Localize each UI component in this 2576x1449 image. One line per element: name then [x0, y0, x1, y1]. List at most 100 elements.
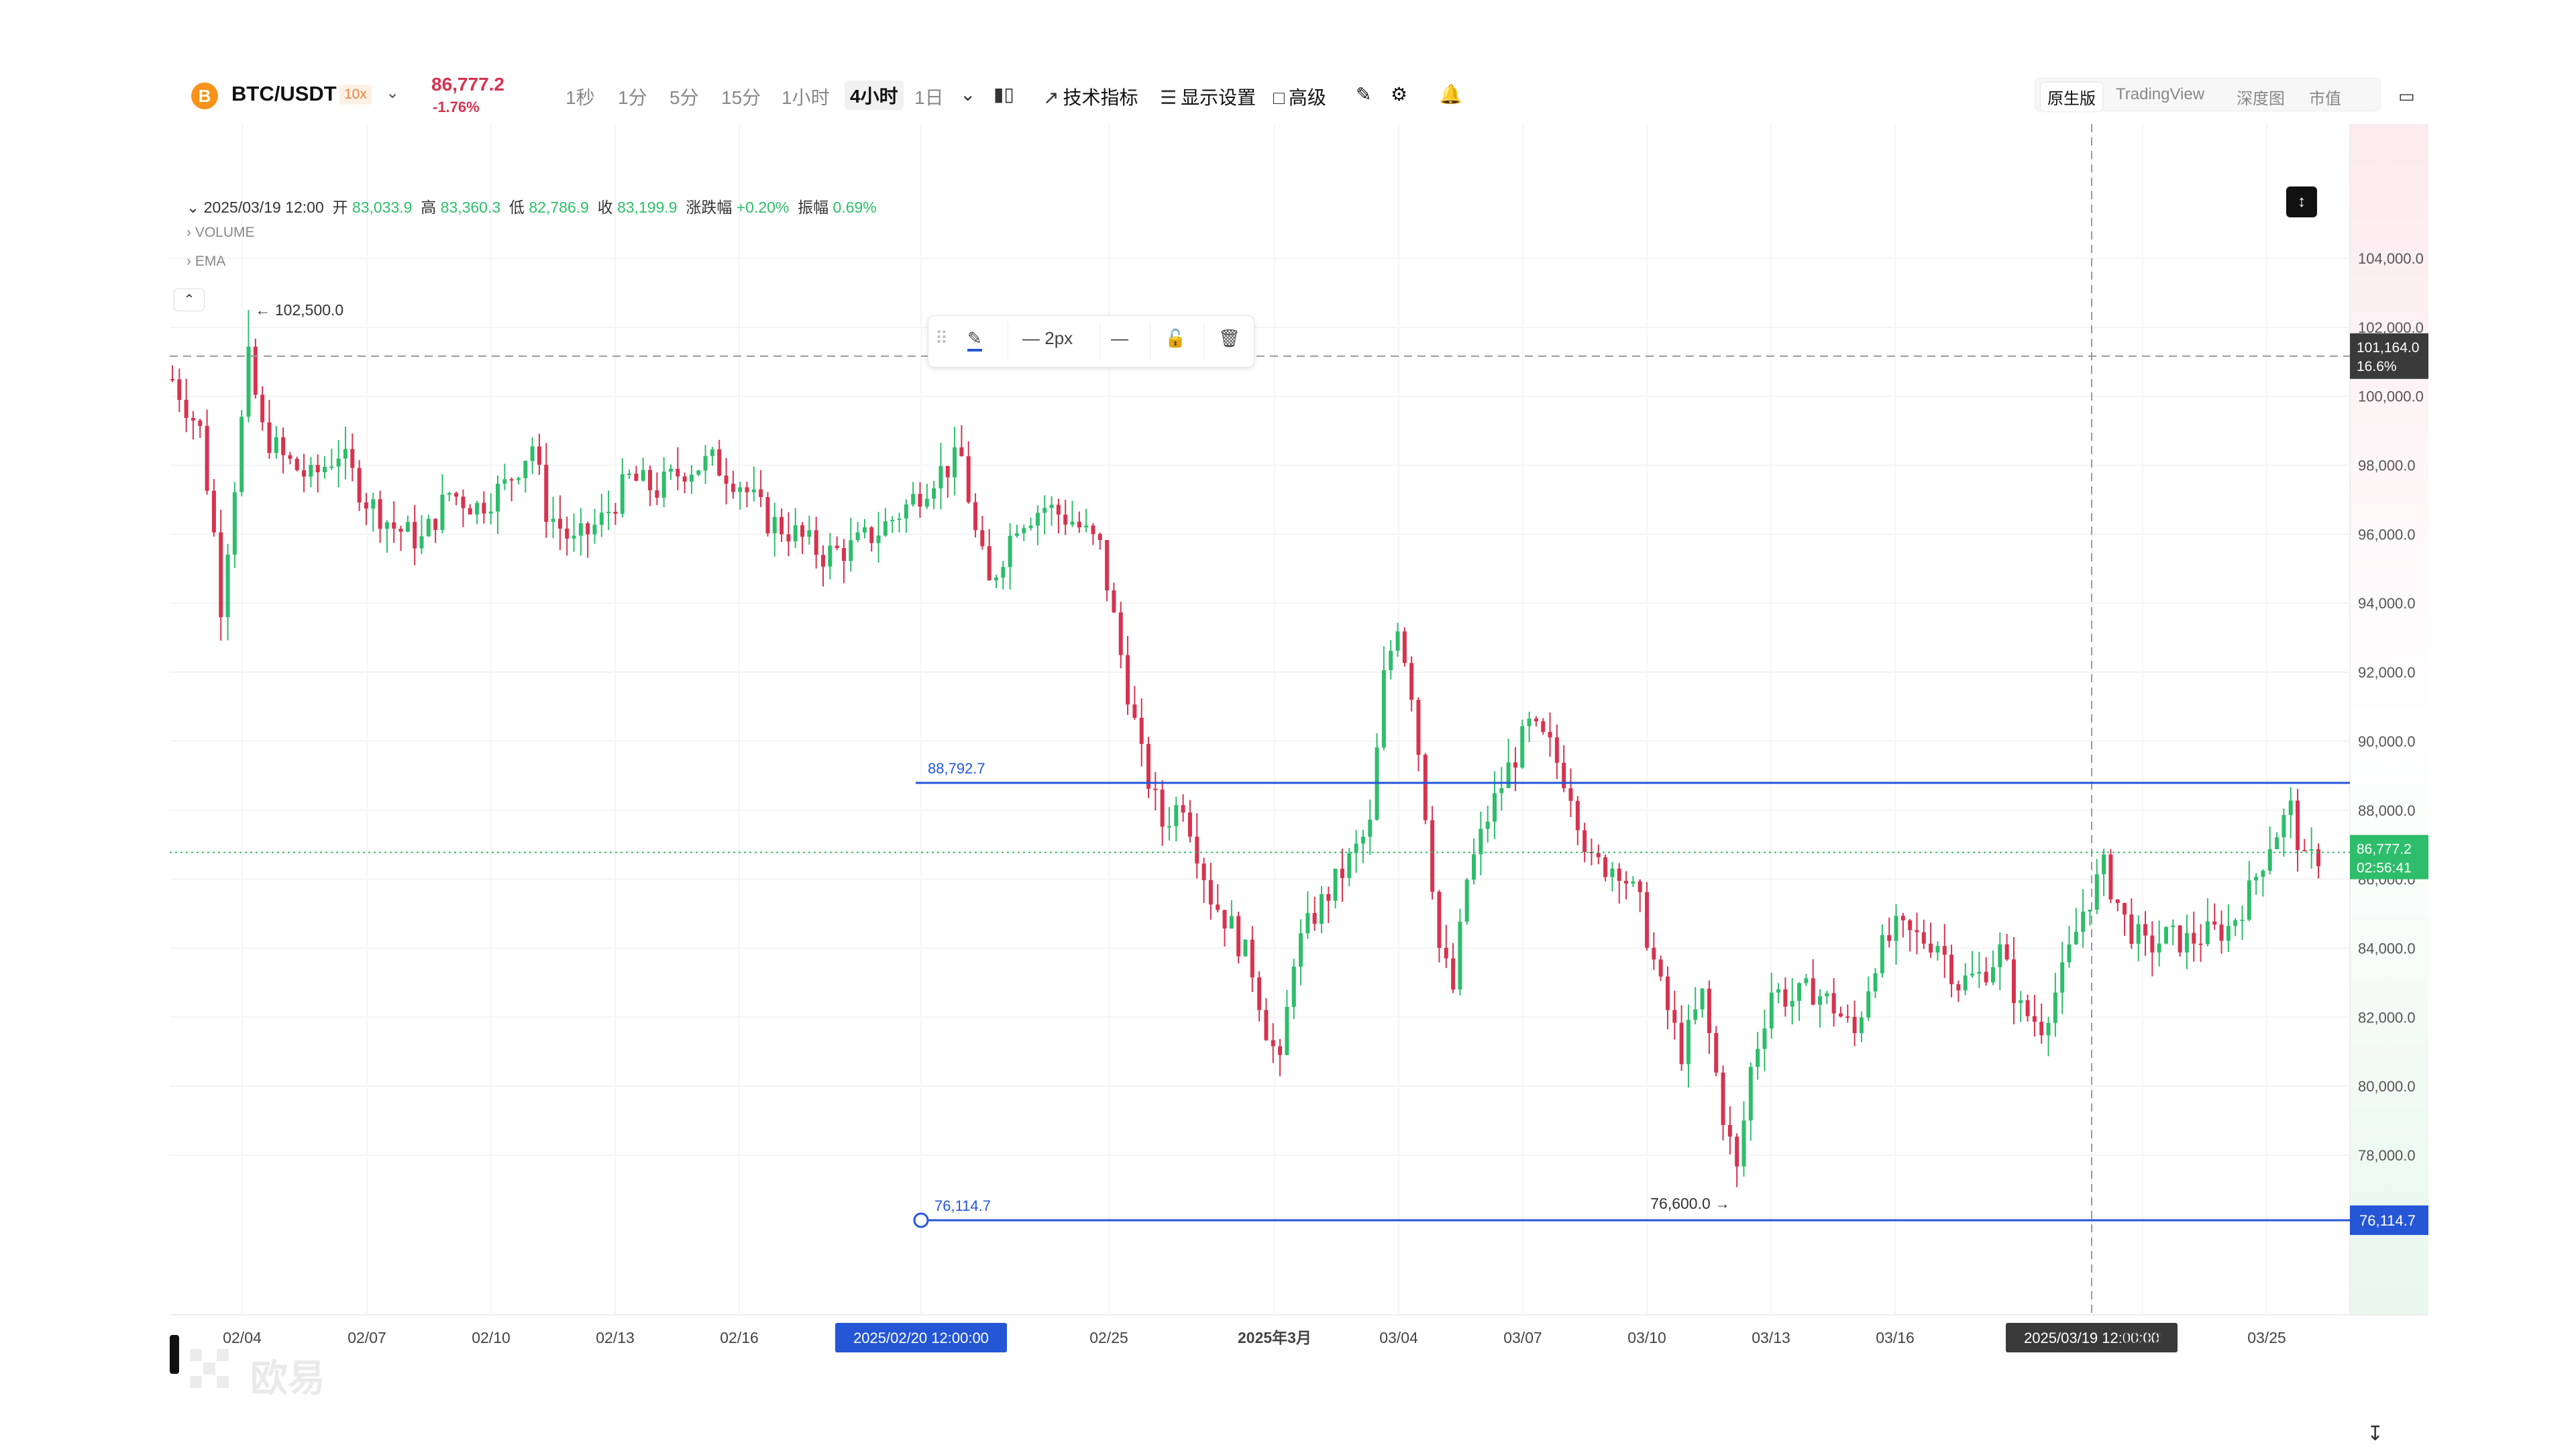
pen-color-icon[interactable]: ✎	[967, 328, 982, 352]
candle-body	[634, 473, 639, 481]
interval-1d[interactable]: 1日	[914, 87, 944, 108]
okx-watermark: 欧易	[250, 1357, 325, 1399]
indicator-volume[interactable]: › VOLUME	[186, 225, 255, 240]
candle-body	[1146, 744, 1151, 789]
window-icon[interactable]: ▭	[2398, 86, 2415, 106]
candle-body	[274, 437, 278, 453]
advanced-button[interactable]: □ 高级	[1273, 87, 1326, 108]
candle-body	[2019, 1000, 2023, 1004]
candle-body	[1049, 504, 1054, 508]
candle-body	[1077, 521, 1081, 528]
interval-15m[interactable]: 15分	[721, 87, 761, 108]
alert-bell-icon[interactable]: 🔔	[1439, 84, 1462, 105]
candle-body	[468, 508, 472, 515]
candle-body	[2309, 849, 2314, 851]
candle-body	[1790, 1000, 1794, 1007]
candle-body	[731, 484, 735, 492]
interval-1h[interactable]: 1小时	[782, 87, 830, 108]
candle-body	[1291, 966, 1296, 1007]
interval-5m[interactable]: 5分	[669, 87, 699, 108]
candle-body	[772, 517, 777, 533]
candle-body	[323, 466, 327, 473]
legend-chevron-icon[interactable]: ⌄	[186, 199, 200, 216]
candle-body	[1554, 737, 1559, 763]
candle-body	[2088, 910, 2092, 912]
candle-body	[309, 465, 313, 477]
line-width-selector[interactable]: — 2px	[1022, 328, 1073, 348]
candle-body	[461, 496, 466, 508]
display-settings-button[interactable]: ☰ 显示设置	[1160, 87, 1256, 108]
candle-body	[641, 470, 645, 481]
candle-body	[1617, 868, 1621, 881]
candle-body	[676, 468, 680, 477]
sidebar-toggle-handle[interactable]	[170, 1335, 179, 1374]
y-tick-label: 88,000.0	[2358, 802, 2416, 819]
interval-4h[interactable]: 4小时	[845, 80, 904, 110]
candle-body	[371, 499, 376, 509]
chart-type-icon[interactable]: ▮▯	[994, 84, 1014, 105]
y-tick-label: 98,000.0	[2358, 458, 2416, 474]
chart-area[interactable]: 104,000.0 102,000.0 100,000.0 98,000.0 96,00…	[170, 124, 2438, 1445]
candle-body	[2178, 925, 2182, 953]
candle-body	[232, 492, 237, 555]
axis-scale-icon[interactable]: ↧	[2367, 1423, 2384, 1445]
candle-body	[426, 519, 431, 537]
gear-icon[interactable]: ⚙	[1391, 84, 1408, 105]
indicator-ema[interactable]: › EMA	[186, 254, 226, 269]
candlestick-chart[interactable]: 104,000.0 102,000.0 100,000.0 98,000.0 96,00…	[170, 124, 2438, 1392]
candle-body	[1499, 788, 1504, 794]
line-style-icon[interactable]: —	[1111, 328, 1128, 348]
candle-body	[592, 525, 597, 535]
candle-body	[1866, 991, 1871, 1018]
tab-tradingview[interactable]: TradingView	[2116, 85, 2205, 103]
candle-body	[1769, 992, 1774, 1029]
candle-body	[1153, 788, 1158, 790]
candle-body	[1070, 521, 1075, 525]
drawing-icon[interactable]: ✎	[1356, 84, 1372, 105]
candle-body	[2282, 814, 2286, 838]
more-intervals-chevron-icon[interactable]: ⌄	[960, 84, 976, 105]
tab-marketcap[interactable]: 市值	[2309, 90, 2341, 108]
trash-icon[interactable]: 🗑	[1218, 328, 1241, 348]
btc-coin-icon: B	[191, 83, 218, 109]
collapse-legend-button[interactable]: ⌃	[174, 288, 205, 311]
tab-depth[interactable]: 深度图	[2237, 90, 2285, 108]
y-tick-label: 92,000.0	[2358, 664, 2416, 681]
legend-time: 2025/03/19 12:00	[203, 199, 324, 216]
interval-1m[interactable]: 1分	[618, 87, 647, 108]
candle-body	[578, 523, 583, 536]
candle-body	[447, 492, 451, 495]
candle-body	[2025, 1000, 2030, 1016]
candle-body	[689, 474, 694, 482]
price-axis-panel	[2350, 124, 2428, 1315]
candle-body	[1347, 853, 1352, 878]
candle-body	[557, 519, 562, 529]
candle-body	[1479, 828, 1483, 855]
drawing-toolbar: ⠿ ✎ — 2px — 🔓 🗑	[928, 315, 1254, 368]
y-tick-label: 94,000.0	[2358, 595, 2416, 612]
pair-selector[interactable]: BTC/USDT	[231, 82, 337, 105]
indicators-button[interactable]: ↗ 技术指标	[1043, 87, 1138, 108]
change-label: 涨跌幅	[686, 199, 733, 216]
fullscreen-icon[interactable]: ↕	[2286, 186, 2317, 217]
candle-body	[2261, 871, 2265, 877]
candle-body	[288, 455, 292, 459]
drag-handle-icon[interactable]: ⠿	[935, 328, 949, 348]
candle-body	[572, 535, 576, 539]
candle-body	[2060, 962, 2065, 993]
candle-body	[1160, 789, 1165, 827]
chevron-down-icon[interactable]: ⌄	[386, 84, 400, 102]
candle-body	[1693, 1009, 1698, 1020]
candle-body	[2198, 943, 2203, 945]
close-label: 收	[597, 199, 613, 216]
candle-body	[1984, 971, 1988, 983]
y-tick-label: 90,000.0	[2358, 733, 2416, 750]
candle-body	[2102, 854, 2106, 875]
amplitude-value: 0.69%	[833, 199, 877, 216]
interval-1s[interactable]: 1秒	[566, 87, 595, 108]
candle-body	[2316, 849, 2320, 867]
tab-native[interactable]: 原生版	[2041, 83, 2102, 111]
candle-body	[267, 422, 272, 453]
unlock-icon[interactable]: 🔓	[1165, 328, 1187, 348]
candle-body	[1568, 788, 1573, 801]
